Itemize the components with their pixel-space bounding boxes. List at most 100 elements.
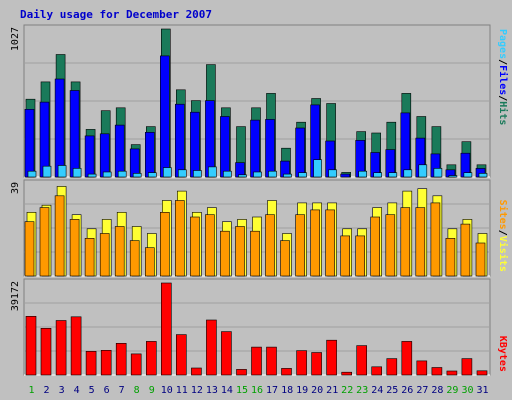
bar-sites-day-undefined: [415, 207, 426, 277]
panel-3: 39172 KBytes: [10, 278, 508, 376]
day-label: 4: [74, 385, 80, 396]
legend-separator: /: [497, 59, 508, 65]
legend-label: Pages/Files/Hits: [497, 29, 509, 125]
day-label: 2: [43, 385, 49, 396]
bar-files-day-6: [99, 133, 110, 178]
bar-pages-day-12: [193, 170, 202, 178]
bar-pages-day-27: [418, 164, 428, 178]
day-label: 31: [476, 385, 488, 396]
bar-kbytes-day-undefined: [206, 319, 217, 376]
bar-kbytes-day-undefined: [251, 346, 262, 376]
day-label: 6: [104, 385, 110, 396]
bar-kbytes-day-undefined: [115, 342, 127, 376]
day-label: 15: [236, 385, 248, 396]
bar-sites-day-undefined: [370, 216, 381, 277]
bar-files-day-22: [340, 173, 351, 178]
bar-pages-day-19: [298, 172, 307, 178]
panel-2: 39 Sites/Visits: [10, 179, 509, 277]
day-label: 12: [191, 385, 203, 396]
bar-sites-day-undefined: [84, 238, 95, 277]
day-label: 23: [356, 385, 368, 396]
bar-files-day-19: [295, 127, 305, 178]
bar-files-day-5: [84, 135, 95, 178]
bar-sites-day-undefined: [54, 195, 65, 277]
bar-sites-day-undefined: [295, 214, 305, 277]
bar-kbytes-day-undefined: [461, 358, 473, 376]
bar-kbytes-day-undefined: [476, 370, 488, 376]
day-label: 11: [176, 385, 188, 396]
bar-pages-day-18: [283, 173, 292, 178]
day-label: 10: [161, 385, 173, 396]
bar-sites-day-undefined: [430, 202, 441, 277]
bar-pages-day-17: [268, 170, 277, 178]
bar-sites-day-undefined: [385, 214, 396, 277]
bar-pages-day-13: [208, 166, 217, 178]
bar-pages-day-1: [27, 170, 37, 178]
bar-pages-day-16: [253, 171, 262, 178]
bar-files-day-17: [265, 119, 275, 178]
day-label: 18: [281, 385, 293, 396]
day-label: 13: [206, 385, 218, 396]
bar-kbytes-day-undefined: [130, 353, 142, 376]
bar-sites-day-undefined: [220, 230, 230, 277]
bar-kbytes-day-undefined: [356, 345, 368, 376]
bar-files-day-8: [129, 148, 140, 178]
legend-files: Files: [497, 65, 509, 95]
day-label: 17: [266, 385, 278, 396]
bar-kbytes-day-undefined: [70, 316, 82, 376]
bar-kbytes-day-undefined: [401, 341, 413, 376]
bar-files-day-14: [220, 116, 230, 178]
legend-separator: /: [497, 230, 508, 236]
bar-sites-day-undefined: [400, 207, 411, 277]
bar-kbytes-day-undefined: [326, 339, 337, 376]
bar-kbytes-day-undefined: [311, 352, 322, 376]
bar-kbytes-day-undefined: [266, 346, 277, 376]
bar-sites-day-undefined: [69, 219, 80, 277]
bar-pages-day-11: [178, 169, 187, 178]
bar-sites-day-undefined: [145, 247, 155, 277]
bar-pages-day-25: [388, 172, 398, 178]
y-max-label: 39: [10, 182, 21, 194]
bar-kbytes-day-undefined: [431, 367, 443, 376]
day-label: 28: [431, 385, 443, 396]
bar-pages-day-5: [87, 173, 97, 178]
bar-kbytes-day-undefined: [386, 358, 398, 376]
bar-sites-day-undefined: [175, 200, 185, 277]
bar-kbytes-day-undefined: [296, 350, 307, 376]
bar-kbytes-day-undefined: [236, 369, 247, 376]
day-label: 16: [251, 385, 263, 396]
bar-pages-day-28: [433, 168, 443, 178]
day-label: 14: [221, 385, 233, 396]
bar-sites-day-undefined: [265, 214, 275, 277]
bar-kbytes-day-undefined: [176, 334, 187, 376]
legend-visits: Visits: [497, 236, 509, 272]
bar-files-day-3: [54, 78, 65, 178]
day-label: 20: [311, 385, 323, 396]
day-label: 29: [446, 385, 458, 396]
bar-pages-day-20: [313, 159, 322, 178]
bar-sites-day-undefined: [114, 226, 125, 277]
bar-sites-day-undefined: [325, 209, 335, 277]
bar-pages-day-29: [448, 175, 458, 178]
legend-hits: Hits: [497, 101, 509, 125]
y-max-label: 1027: [10, 27, 21, 51]
bar-sites-day-undefined: [24, 221, 35, 277]
bar-files-day-13: [205, 100, 215, 178]
chart-title: Daily usage for December 2007: [20, 8, 212, 21]
bar-pages-day-15: [238, 174, 247, 178]
day-label: 30: [461, 385, 473, 396]
bar-sites-day-undefined: [475, 242, 486, 277]
legend-sites: Sites: [497, 200, 509, 230]
legend-label: Sites/Visits: [497, 200, 509, 272]
bar-files-day-7: [114, 124, 125, 178]
bar-pages-day-24: [373, 172, 383, 178]
bar-files-day-26: [400, 112, 411, 178]
bar-kbytes-day-undefined: [341, 371, 353, 376]
bar-pages-day-14: [223, 170, 232, 178]
bar-files-day-1: [24, 109, 35, 178]
bar-kbytes-day-undefined: [416, 360, 428, 376]
bar-pages-day-7: [117, 170, 127, 178]
bar-kbytes-day-undefined: [85, 350, 97, 376]
y-max-label: 39172: [10, 281, 21, 311]
